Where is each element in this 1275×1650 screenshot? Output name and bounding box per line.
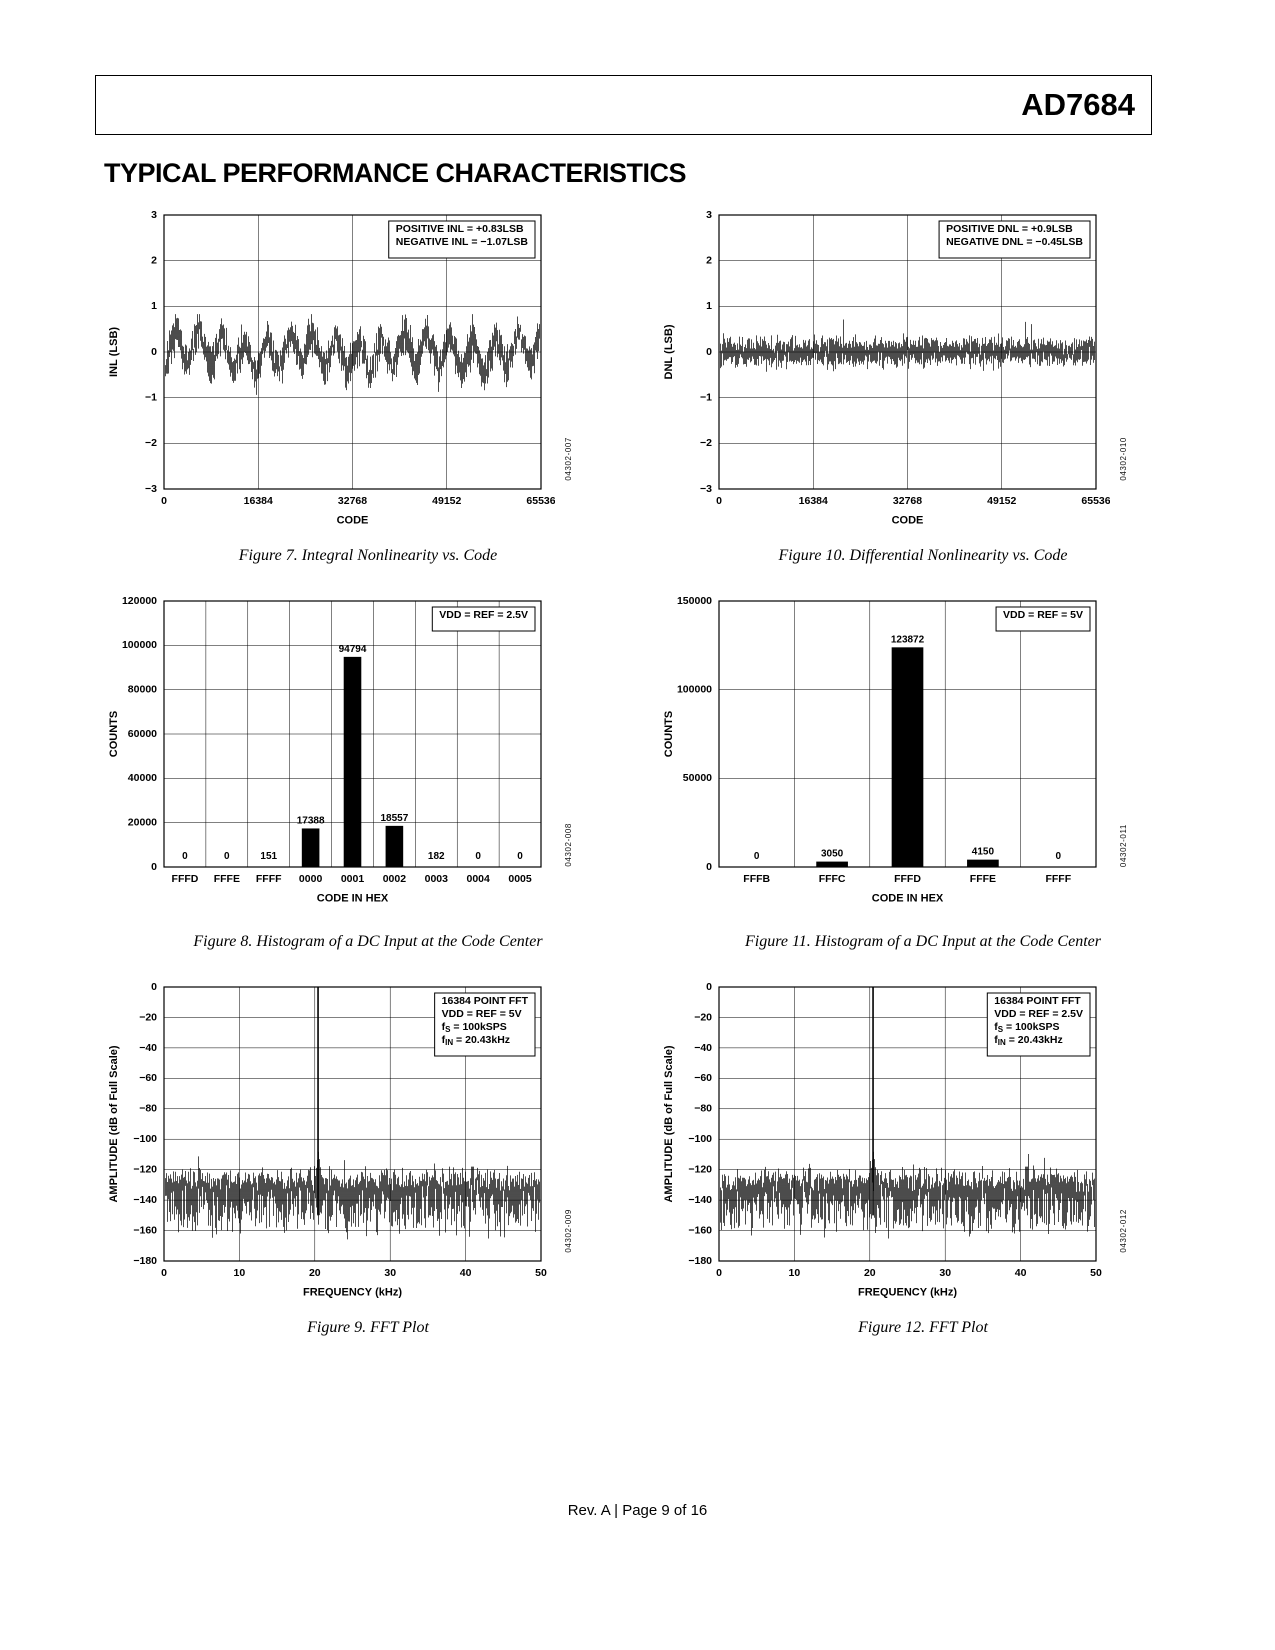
figure-dnl-vs-code: 04302-010 Figure 10. Differential Nonlin… xyxy=(655,203,1145,565)
figure-fft-5v: 04302-009 Figure 9. FFT Plot xyxy=(100,975,590,1337)
figure-fft-2v5: 04302-012 Figure 12. FFT Plot xyxy=(655,975,1145,1337)
figure-histogram-5v: 04302-011 Figure 11. Histogram of a DC I… xyxy=(655,589,1145,951)
chart-wrap: 04302-008 xyxy=(100,589,575,931)
inl-vs-code-chart xyxy=(100,203,555,545)
page-footer: Rev. A | Page 9 of 16 xyxy=(567,1502,708,1519)
chart-wrap: 04302-009 xyxy=(100,975,575,1317)
header-box: AD7684 xyxy=(95,75,1152,135)
part-number: AD7684 xyxy=(1021,87,1135,122)
figure-caption: Figure 10. Differential Nonlinearity vs.… xyxy=(778,547,1068,564)
plot-id-label: 04302-012 xyxy=(1119,1209,1128,1253)
plot-id-label: 04302-010 xyxy=(1119,437,1128,481)
chart-wrap: 04302-010 xyxy=(655,203,1130,545)
section-title: TYPICAL PERFORMANCE CHARACTERISTICS xyxy=(104,158,687,188)
plot-id-label: 04302-011 xyxy=(1119,823,1128,867)
figure-caption: Figure 8. Histogram of a DC Input at the… xyxy=(193,933,543,950)
fft-2v5-chart xyxy=(655,975,1110,1317)
chart-wrap: 04302-007 xyxy=(100,203,575,545)
histogram-5v-chart xyxy=(655,589,1110,931)
figure-inl-vs-code: 04302-007 Figure 7. Integral Nonlinearit… xyxy=(100,203,590,565)
figure-caption: Figure 11. Histogram of a DC Input at th… xyxy=(745,933,1101,950)
dnl-vs-code-chart xyxy=(655,203,1110,545)
figure-caption: Figure 9. FFT Plot xyxy=(307,1319,429,1336)
plot-id-label: 04302-007 xyxy=(564,437,573,481)
figures-grid: 04302-007 Figure 7. Integral Nonlinearit… xyxy=(100,203,1145,1337)
plot-id-label: 04302-008 xyxy=(564,823,573,867)
plot-id-label: 04302-009 xyxy=(564,1209,573,1253)
histogram-2v5-chart xyxy=(100,589,555,931)
fft-5v-chart xyxy=(100,975,555,1317)
chart-wrap: 04302-011 xyxy=(655,589,1130,931)
figure-caption: Figure 12. FFT Plot xyxy=(858,1319,988,1336)
chart-wrap: 04302-012 xyxy=(655,975,1130,1317)
figure-caption: Figure 7. Integral Nonlinearity vs. Code xyxy=(238,547,498,564)
figure-histogram-2v5: 04302-008 Figure 8. Histogram of a DC In… xyxy=(100,589,590,951)
